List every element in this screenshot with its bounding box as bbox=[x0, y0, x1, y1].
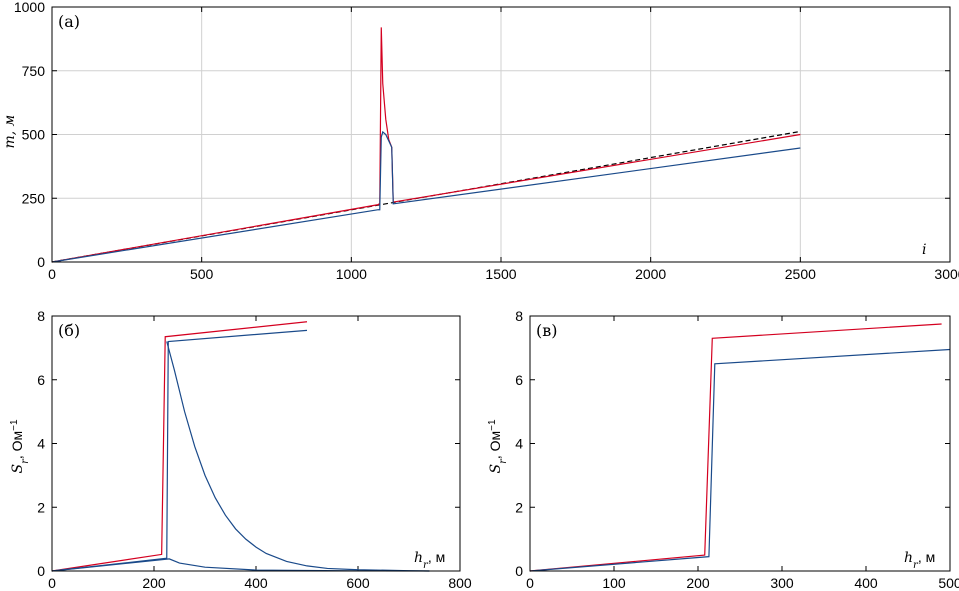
panel-label: (а) bbox=[58, 12, 80, 31]
x-tick-label: 500 bbox=[190, 266, 214, 282]
x-tick-label: 0 bbox=[526, 575, 534, 591]
y-axis-label: Sr, Ом−1 bbox=[9, 419, 31, 474]
panel-label: (в) bbox=[536, 321, 558, 340]
y-tick-label: 6 bbox=[37, 372, 45, 388]
y-tick-label: 6 bbox=[515, 372, 523, 388]
series-line-b-0 bbox=[51, 321, 308, 572]
x-tick-label: 0 bbox=[48, 266, 56, 282]
series-line-b-3 bbox=[51, 558, 430, 572]
x-tick-label: 800 bbox=[448, 575, 472, 591]
series-line-c-1 bbox=[529, 348, 951, 572]
chart-panel-b: 0 200 400 600 800 0 2 4 6 8 (б) hr, м Sr, Ом−1 bbox=[9, 308, 472, 591]
x-tick-label: 0 bbox=[48, 575, 56, 591]
y-axis-label-sub: r bbox=[498, 458, 509, 464]
x-axis-label-unit: , м bbox=[918, 549, 935, 565]
x-tick-label: 600 bbox=[346, 575, 370, 591]
y-axis-label-sub: r bbox=[20, 458, 31, 464]
x-axis-label-sub: r bbox=[423, 560, 429, 571]
x-axis-label: hr, м bbox=[904, 549, 935, 571]
y-tick-label: 0 bbox=[515, 563, 523, 579]
series-line-c-0 bbox=[529, 323, 942, 572]
x-tick-label: 400 bbox=[244, 575, 268, 591]
y-axis-label-sup: −1 bbox=[9, 419, 20, 431]
y-tick-label: 0 bbox=[37, 563, 45, 579]
series-line-b-2 bbox=[166, 341, 430, 572]
plot-frame bbox=[529, 315, 951, 572]
plot-frame bbox=[51, 315, 461, 572]
y-tick-label: 500 bbox=[22, 127, 46, 143]
y-tick-label: 2 bbox=[515, 499, 523, 515]
plot-frame bbox=[51, 6, 951, 263]
y-tick-label: 4 bbox=[37, 436, 45, 452]
chart-panel-c: 0 100 200 300 400 500 0 2 4 6 8 (в) hr, м Sr, Ом−1 bbox=[487, 308, 959, 591]
x-tick-label: 200 bbox=[142, 575, 166, 591]
y-tick-label: 2 bbox=[37, 499, 45, 515]
y-tick-label: 4 bbox=[515, 436, 523, 452]
x-tick-label: 500 bbox=[938, 575, 959, 591]
y-axis-label: m, м bbox=[2, 115, 18, 149]
x-axis-label: hr, м bbox=[414, 549, 445, 571]
x-tick-label: 100 bbox=[602, 575, 626, 591]
y-axis-label-sup: −1 bbox=[487, 419, 498, 431]
y-tick-label: 750 bbox=[22, 63, 46, 79]
y-tick-label: 1000 bbox=[14, 0, 45, 15]
panel-label: (б) bbox=[58, 321, 80, 340]
x-axis-label-sub: r bbox=[913, 560, 919, 571]
y-axis-label-unit: , Ом bbox=[487, 431, 503, 459]
series-line-b-1 bbox=[51, 329, 308, 572]
x-tick-label: 1500 bbox=[485, 266, 516, 282]
series-line-a-0 bbox=[51, 130, 801, 263]
y-tick-label: 8 bbox=[37, 308, 45, 324]
series-line-a-1 bbox=[51, 27, 801, 263]
x-tick-label: 2000 bbox=[635, 266, 666, 282]
x-axis-label-unit: , м bbox=[428, 549, 445, 565]
series-line-a-2 bbox=[51, 130, 801, 263]
y-tick-label: 8 bbox=[515, 308, 523, 324]
x-axis-label: i bbox=[922, 242, 926, 258]
x-tick-label: 200 bbox=[686, 575, 710, 591]
x-tick-label: 1000 bbox=[336, 266, 367, 282]
x-tick-label: 400 bbox=[854, 575, 878, 591]
y-tick-label: 250 bbox=[22, 190, 46, 206]
x-tick-label: 2500 bbox=[785, 266, 816, 282]
x-tick-label: 300 bbox=[770, 575, 794, 591]
y-tick-label: 0 bbox=[37, 254, 45, 270]
y-axis-label: Sr, Ом−1 bbox=[487, 419, 509, 474]
y-axis-label-unit: , Ом bbox=[9, 431, 25, 459]
